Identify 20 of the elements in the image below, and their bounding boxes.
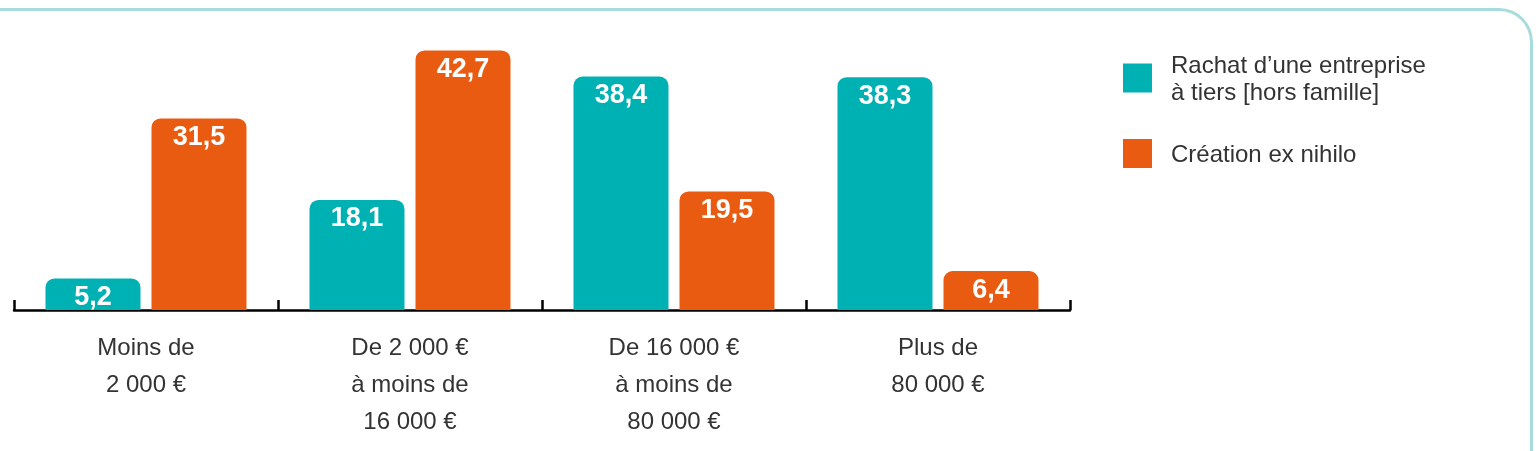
- data-label: 38,3: [858, 79, 912, 110]
- x-tick-label: Moins de 2 000 €: [97, 333, 195, 397]
- x-tick-label: Plus de 80 000 €: [891, 333, 986, 397]
- bar: [151, 118, 247, 310]
- data-label: 19,5: [700, 193, 754, 224]
- data-label: 31,5: [172, 120, 226, 151]
- legend-label: Rachat d’une entreprise à tiers [hors famille]: [1171, 51, 1426, 105]
- bar: [415, 50, 511, 310]
- bar: [309, 199, 405, 310]
- bar: [837, 77, 933, 310]
- x-tick-label: De 16 000 € à moins de 80 000 €: [608, 333, 741, 434]
- data-label: 38,4: [594, 79, 648, 110]
- bar: [679, 191, 775, 310]
- x-tick-label: De 2 000 € à moins de 16 000 €: [351, 333, 470, 434]
- data-label: 5,2: [74, 280, 112, 311]
- data-label: 6,4: [972, 273, 1010, 304]
- legend-label: Création ex nihilo: [1171, 140, 1357, 167]
- data-label: 42,7: [436, 52, 490, 83]
- data-label: 18,1: [330, 202, 384, 233]
- bar: [573, 76, 669, 310]
